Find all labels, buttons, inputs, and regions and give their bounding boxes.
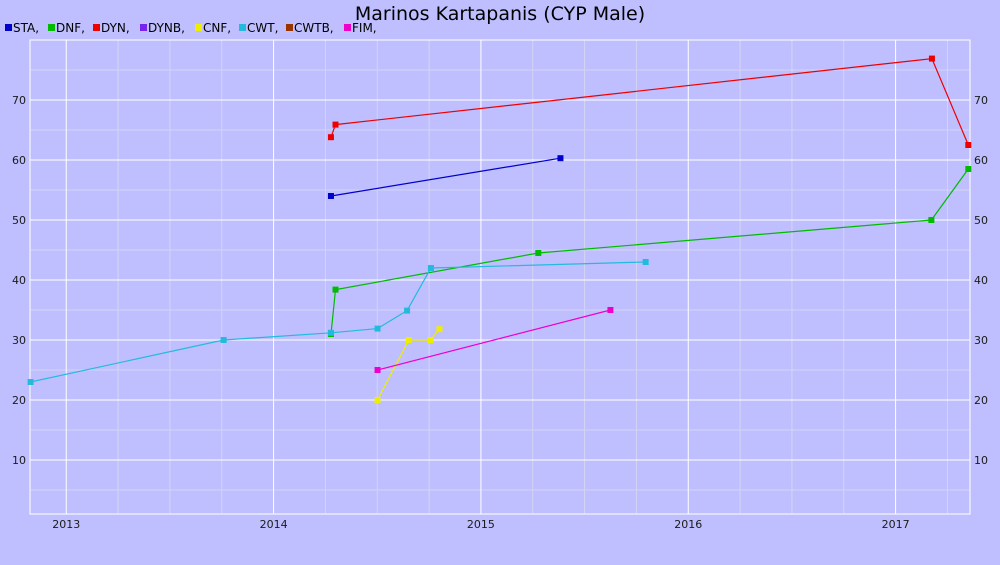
- legend-swatch-fim: [344, 24, 351, 31]
- legend-swatch-dyn: [93, 24, 100, 31]
- chart-title: Marinos Kartapanis (CYP Male): [355, 3, 645, 25]
- data-point-dyn: [928, 55, 935, 62]
- data-point-dnf: [332, 286, 339, 293]
- legend-swatch-cnf: [195, 24, 202, 31]
- data-point-cnf: [374, 397, 381, 403]
- legend-label-dynb: DYNB,: [148, 21, 185, 35]
- data-point-cwt: [404, 307, 411, 314]
- data-point-sta: [557, 155, 564, 162]
- y-tick-label-left: 40: [12, 274, 26, 287]
- data-point-dnf: [535, 250, 542, 256]
- data-point-fim: [607, 307, 614, 313]
- series-line-fim: [377, 309, 611, 371]
- y-tick-label-right: 60: [974, 154, 988, 167]
- data-point-fim: [374, 367, 381, 373]
- y-tick-label-right: 30: [974, 334, 988, 347]
- y-tick-label-right: 70: [974, 94, 988, 107]
- legend-label-cnf: CNF,: [203, 21, 231, 35]
- x-tick-label: 2015: [467, 518, 495, 531]
- legend-label-dyn: DYN,: [101, 21, 130, 35]
- legend-label-dnf: DNF,: [56, 21, 85, 35]
- y-tick-label-left: 70: [12, 94, 26, 107]
- data-point-cwt: [427, 265, 434, 271]
- y-tick-label-right: 10: [974, 454, 988, 467]
- x-tick-label: 2017: [882, 518, 910, 531]
- series-layer: [27, 55, 972, 403]
- plot-area: [30, 40, 970, 514]
- series-cnf: [374, 326, 443, 403]
- x-tick-label: 2014: [260, 518, 288, 531]
- legend-swatch-cwtb: [286, 24, 293, 31]
- data-point-dyn: [327, 134, 334, 141]
- series-cwt: [27, 259, 649, 385]
- series-dyn: [327, 55, 972, 148]
- grid: [30, 40, 970, 514]
- data-point-cwt: [27, 379, 34, 385]
- plot-border: [29, 39, 971, 515]
- series-line-sta: [330, 157, 561, 197]
- data-point-cnf: [427, 337, 434, 343]
- data-point-cwt: [642, 259, 649, 265]
- legend-swatch-sta: [5, 24, 12, 31]
- data-point-sta: [327, 193, 334, 199]
- y-tick-label-right: 40: [974, 274, 988, 287]
- legend-swatch-dynb: [140, 24, 147, 31]
- data-point-cwt: [374, 325, 381, 332]
- x-tick-label: 2016: [674, 518, 702, 531]
- series-line-dyn: [330, 57, 969, 146]
- data-point-cnf: [405, 337, 412, 343]
- legend-label-sta: STA,: [13, 21, 39, 35]
- data-point-dnf: [965, 166, 972, 172]
- y-tick-label-left: 20: [12, 394, 26, 407]
- data-point-cwt: [327, 329, 334, 336]
- legend-label-fim: FIM,: [352, 21, 377, 35]
- legend: STA, DNF, DYN, DYNB, CNF, CWT, CWTB, FIM,: [5, 21, 377, 35]
- y-tick-label-right: 20: [974, 394, 988, 407]
- y-tick-label-left: 50: [12, 214, 26, 227]
- series-sta: [327, 155, 564, 199]
- y-tick-label-right: 50: [974, 214, 988, 227]
- legend-swatch-cwt: [239, 24, 246, 31]
- data-point-dnf: [928, 217, 935, 223]
- data-point-dyn: [332, 121, 339, 128]
- legend-label-cwtb: CWTB,: [294, 21, 334, 35]
- series-fim: [374, 307, 614, 373]
- axes: 2013 2014 2015 2016 2017 10 10 20 20 30 30 40 40 50 50…: [12, 39, 988, 531]
- data-point-cnf: [436, 326, 443, 333]
- data-point-dyn: [965, 142, 972, 148]
- legend-swatch-dnf: [48, 24, 55, 31]
- y-tick-label-left: 30: [12, 334, 26, 347]
- data-point-cwt: [220, 337, 227, 343]
- series-line-cnf: [376, 328, 440, 401]
- y-tick-label-left: 10: [12, 454, 26, 467]
- legend-label-cwt: CWT,: [247, 21, 278, 35]
- x-tick-label: 2013: [52, 518, 80, 531]
- y-tick-label-left: 60: [12, 154, 26, 167]
